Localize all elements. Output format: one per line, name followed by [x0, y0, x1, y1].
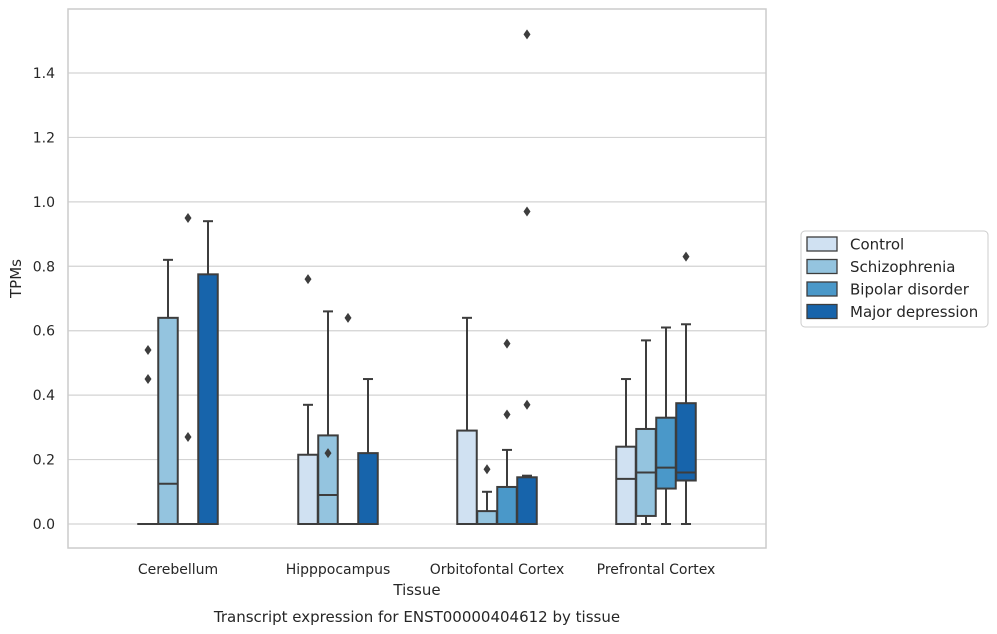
grid-lines: [68, 72, 766, 525]
box-schizophrenia: [317, 310, 339, 525]
x-axis-label: Tissue: [392, 581, 440, 599]
x-tick-label: Prefrontal Cortex: [597, 562, 716, 578]
outlier-point: [523, 399, 531, 410]
box-iqr: [357, 452, 379, 525]
y-tick-label: 0.4: [33, 388, 55, 404]
x-tick-label: Hipppocampus: [286, 562, 391, 578]
outlier-point: [523, 29, 531, 40]
legend-label: Schizophrenia: [850, 258, 955, 276]
box-schizophrenia: [476, 464, 498, 526]
y-axis-ticks: 0.0 0.2 0.4 0.6 0.8 1.0 1.2 1.4: [33, 66, 55, 533]
box-iqr: [496, 485, 518, 526]
box-control: [297, 274, 319, 525]
y-tick-label: 0.0: [33, 517, 55, 533]
y-tick-label: 1.2: [33, 130, 55, 146]
legend-swatch: [806, 258, 838, 275]
plot-area-frame: [67, 8, 767, 549]
chart-caption: Transcript expression for ENST0000040461…: [213, 608, 620, 626]
x-tick-label: Cerebellum: [138, 562, 218, 578]
box-iqr: [675, 402, 697, 482]
outlier-point: [483, 464, 491, 475]
y-tick-label: 0.2: [33, 453, 55, 469]
outlier-point: [344, 312, 352, 323]
legend-label: Control: [850, 236, 904, 254]
outlier-point: [144, 374, 152, 385]
outlier-point: [184, 432, 192, 443]
box-bipolar-disorder: [496, 338, 518, 526]
box-iqr: [456, 429, 478, 526]
legend-swatch: [806, 303, 838, 320]
box-control: [615, 378, 637, 525]
x-tick-label: Orbitofontal Cortex: [430, 562, 565, 578]
box-iqr: [655, 416, 677, 490]
outlier-point: [503, 338, 511, 349]
y-axis-label: TPMs: [7, 259, 25, 299]
box-control: [456, 316, 478, 526]
legend-swatch: [806, 281, 838, 297]
box-control: [137, 345, 159, 526]
box-bipolar-disorder: [337, 312, 359, 526]
y-tick-label: 1.4: [33, 66, 55, 82]
box-iqr: [476, 510, 498, 526]
outlier-point: [184, 212, 192, 223]
outlier-point: [144, 345, 152, 356]
outlier-point: [304, 274, 312, 285]
y-tick-label: 1.0: [33, 195, 55, 211]
box-major-depression: [516, 29, 538, 525]
legend-swatch: [806, 236, 838, 252]
box-plot-series: [137, 29, 697, 526]
x-axis-ticks: Cerebellum Hipppocampus Orbitofontal Corte…: [138, 562, 715, 578]
legend-frame: [800, 230, 989, 328]
box-iqr: [157, 316, 179, 526]
y-tick-label: 0.8: [33, 259, 55, 275]
outlier-point: [523, 206, 531, 217]
box-iqr: [615, 445, 637, 525]
outlier-point: [324, 448, 332, 459]
box-iqr: [317, 434, 339, 525]
y-tick-label: 0.6: [33, 324, 55, 340]
box-schizophrenia: [635, 339, 657, 525]
box-bipolar-disorder: [655, 326, 677, 525]
outlier-point: [682, 251, 690, 262]
box-schizophrenia: [157, 258, 179, 526]
box-major-depression: [357, 378, 379, 525]
legend-label: Bipolar disorder: [850, 281, 970, 299]
box-major-depression: [675, 251, 697, 525]
legend-label: Major depression: [850, 303, 978, 321]
box-major-depression: [197, 220, 219, 526]
legend: Control Schizophrenia Bipolar disorder Majo…: [800, 230, 989, 328]
outlier-point: [503, 409, 511, 420]
box-iqr: [197, 273, 219, 526]
box-iqr: [297, 453, 319, 525]
box-bipolar-disorder: [177, 212, 199, 526]
box-iqr: [516, 476, 538, 525]
